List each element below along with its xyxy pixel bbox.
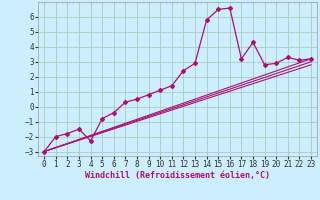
X-axis label: Windchill (Refroidissement éolien,°C): Windchill (Refroidissement éolien,°C) [85, 171, 270, 180]
